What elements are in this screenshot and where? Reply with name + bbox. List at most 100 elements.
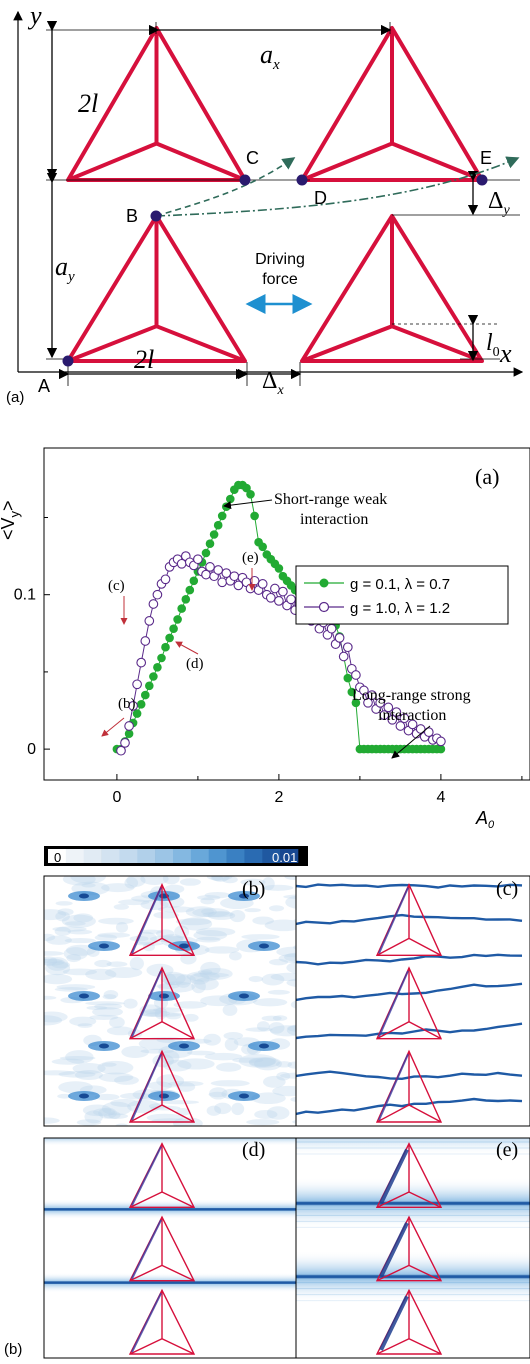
density-haze — [77, 1023, 93, 1028]
chart-legend: g = 0.1, λ = 0.7 g = 1.0, λ = 1.2 — [295, 565, 509, 625]
data-point-s2 — [128, 701, 138, 711]
data-point-s1 — [436, 744, 446, 754]
density-haze — [269, 1025, 305, 1037]
density-haze — [101, 1101, 132, 1116]
data-point-s2 — [286, 594, 296, 605]
data-point-s1 — [258, 542, 268, 552]
density-haze — [202, 911, 234, 918]
density-haze — [193, 972, 230, 978]
density-haze — [193, 929, 228, 941]
density-band — [44, 1138, 308, 1146]
data-point-s1 — [205, 539, 215, 548]
schematic-panel: y x (a) 2l 2l ax — [6, 1, 524, 406]
density-haze — [44, 1011, 68, 1023]
subpanel-label-e: (e) — [496, 1139, 518, 1161]
density-haze — [238, 1054, 277, 1068]
density-haze — [228, 951, 242, 961]
density-haze — [56, 984, 96, 991]
density-core — [179, 1043, 189, 1049]
density-haze — [46, 935, 72, 945]
density-haze — [160, 971, 186, 986]
density-core — [239, 993, 249, 999]
y-axis-label: y — [27, 1, 42, 30]
edge-density — [379, 1148, 409, 1205]
driving-force-label-2: force — [262, 271, 298, 288]
colorbar-cell — [226, 849, 245, 863]
density-map-b — [43, 875, 309, 1127]
density-core — [159, 993, 169, 999]
density-haze — [85, 968, 117, 981]
data-point-s2 — [124, 721, 134, 731]
trajectory-b-to-d — [155, 157, 296, 217]
edge-density — [378, 970, 409, 1038]
density-haze — [94, 934, 118, 941]
trajectory-line — [296, 953, 523, 966]
density-haze — [44, 956, 58, 966]
density-haze — [154, 1007, 168, 1020]
data-point-s1 — [185, 585, 195, 595]
chart-ticks: 0 2 4 0 0.1 — [14, 516, 523, 806]
data-point-s1 — [217, 511, 227, 521]
density-haze — [142, 942, 155, 952]
density-haze — [179, 878, 201, 886]
data-point-s2 — [152, 589, 163, 600]
density-haze — [176, 1081, 196, 1092]
density-haze — [197, 895, 221, 901]
density-map-d — [43, 1137, 309, 1359]
annotation-marker-e: (e) — [242, 550, 259, 566]
annotation-marker-c: (c) — [108, 578, 125, 594]
data-point-s2 — [278, 586, 288, 597]
density-haze — [152, 1054, 174, 1068]
data-point-s1 — [173, 615, 182, 624]
data-point-s1 — [189, 576, 199, 586]
density-haze — [164, 973, 177, 986]
density-haze — [214, 1102, 232, 1115]
density-haze — [44, 1117, 60, 1124]
density-haze — [240, 878, 266, 886]
data-point-s1 — [149, 672, 158, 681]
data-point-s2 — [274, 596, 284, 606]
point-d-dot — [296, 174, 308, 186]
data-point-s2 — [391, 707, 402, 717]
annotation-short-range-1: Short-range weak — [274, 491, 387, 508]
density-haze — [98, 1107, 117, 1119]
density-core — [79, 893, 89, 899]
density-haze — [272, 1015, 288, 1021]
density-core — [99, 1043, 109, 1049]
map-background — [44, 1138, 308, 1358]
dimension-lines — [46, 20, 479, 380]
triangle-lattice — [66, 26, 484, 363]
data-point-s2 — [338, 651, 349, 662]
density-haze — [146, 963, 174, 977]
density-haze — [207, 911, 236, 920]
density-haze — [222, 876, 238, 884]
data-point-s1 — [169, 624, 178, 633]
density-haze — [54, 987, 88, 992]
map-background — [44, 876, 308, 1126]
colorbar-cell — [137, 849, 156, 863]
colorbar-cell — [155, 849, 174, 863]
density-haze — [186, 971, 220, 982]
density-haze — [229, 909, 246, 923]
density-haze — [192, 907, 230, 918]
density-haze — [110, 1098, 140, 1107]
density-haze — [268, 1022, 285, 1034]
density-haze — [197, 969, 213, 975]
density-haze — [146, 1113, 184, 1122]
data-point-s2 — [367, 690, 377, 700]
density-haze — [157, 906, 195, 913]
density-haze — [189, 972, 210, 985]
annotation-marker-b: (b) — [118, 696, 136, 712]
data-point-s1 — [165, 633, 174, 643]
legend-label-1: g = 0.1, λ = 0.7 — [350, 576, 450, 593]
density-haze — [246, 1119, 280, 1126]
density-haze — [232, 1057, 264, 1063]
data-point-s2 — [334, 633, 345, 643]
density-haze — [98, 1072, 134, 1083]
density-haze — [147, 1081, 173, 1090]
triangle-tr-spoke — [301, 141, 393, 182]
data-point-s1 — [177, 604, 186, 613]
density-haze — [139, 929, 163, 934]
data-point-s2 — [193, 554, 203, 565]
density-haze — [59, 1055, 96, 1061]
